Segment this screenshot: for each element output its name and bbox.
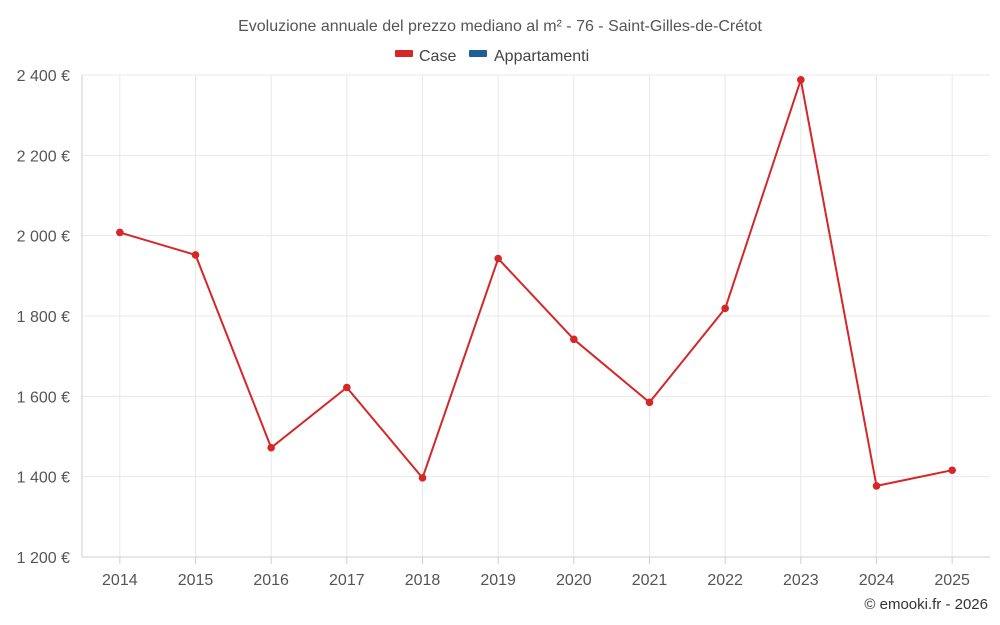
data-point[interactable] [570,335,578,344]
axes [81,75,990,564]
legend-swatch-appartamenti [469,50,487,57]
y-tick-label: 1 800 € [17,309,70,326]
x-tick-label: 2015 [178,572,214,589]
x-tick-label: 2016 [253,572,289,589]
data-point[interactable] [872,482,881,490]
legend: Case Appartamenti [395,48,589,65]
data-point[interactable] [191,251,200,259]
x-tick-label: 2020 [556,572,592,589]
y-axis-labels: 1 200 € 1 400 € 1 600 € 1 800 € 2 000 € 2 200… [17,68,70,567]
data-point[interactable] [418,474,427,482]
data-point[interactable] [645,398,654,407]
data-point[interactable] [797,76,805,84]
data-point[interactable] [948,466,956,475]
x-tick-label: 2017 [329,572,365,589]
series-case [116,76,956,490]
data-point[interactable] [343,383,351,392]
y-tick-label: 2 400 € [17,68,70,85]
data-point[interactable] [116,228,124,237]
data-point[interactable] [494,254,502,263]
legend-label-case[interactable]: Case [419,48,456,65]
y-tick-label: 2 000 € [17,229,70,246]
y-tick-label: 1 600 € [17,389,70,406]
chart-title: Evoluzione annuale del prezzo mediano al… [238,18,762,35]
legend-label-appartamenti[interactable]: Appartamenti [494,48,589,65]
x-tick-label: 2022 [707,572,743,589]
grid [82,74,990,557]
credit-text: © emooki.fr - 2026 [864,596,988,613]
x-tick-label: 2014 [102,572,138,589]
x-tick-label: 2018 [405,572,441,589]
x-tick-label: 2019 [480,572,516,589]
x-tick-label: 2023 [783,572,819,589]
x-tick-label: 2021 [632,572,668,589]
y-tick-label: 1 400 € [17,470,70,487]
legend-swatch-case [395,50,413,57]
x-tick-label: 2025 [934,572,970,589]
data-point[interactable] [721,304,729,313]
series-line-case [119,78,953,487]
y-tick-label: 1 200 € [17,550,70,567]
data-point[interactable] [267,443,275,452]
y-tick-label: 2 200 € [17,148,70,165]
x-axis-labels: 2014 2015 2016 2017 2018 2019 2020 2021 2022 2023… [102,572,970,589]
x-tick-label: 2024 [859,572,895,589]
